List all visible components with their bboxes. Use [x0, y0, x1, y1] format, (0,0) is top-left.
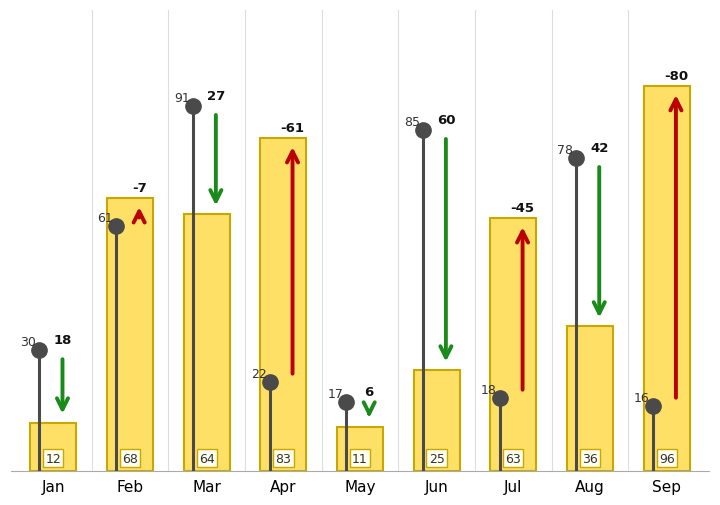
Text: -7: -7 — [132, 182, 147, 195]
Text: 63: 63 — [505, 451, 521, 465]
Text: 96: 96 — [659, 451, 675, 465]
Text: 30: 30 — [21, 336, 37, 349]
Text: 36: 36 — [582, 451, 598, 465]
Bar — [30, 423, 76, 471]
Bar — [490, 219, 536, 471]
Text: -45: -45 — [510, 202, 534, 215]
Text: 25: 25 — [428, 451, 445, 465]
Text: 11: 11 — [352, 451, 368, 465]
Text: 18: 18 — [53, 334, 72, 347]
Bar — [414, 371, 459, 471]
Text: 17: 17 — [328, 388, 343, 400]
Text: 18: 18 — [481, 384, 497, 397]
Text: 42: 42 — [590, 142, 608, 155]
Text: 68: 68 — [122, 451, 138, 465]
Bar — [184, 215, 230, 471]
Text: 61: 61 — [97, 212, 113, 225]
Text: 60: 60 — [436, 114, 455, 127]
Text: 83: 83 — [275, 451, 292, 465]
Text: 78: 78 — [557, 144, 573, 157]
Text: -61: -61 — [281, 122, 305, 135]
Bar — [261, 139, 306, 471]
Text: 64: 64 — [199, 451, 215, 465]
Text: 16: 16 — [634, 392, 650, 405]
Text: 6: 6 — [364, 386, 374, 398]
Text: -80: -80 — [664, 70, 688, 83]
Text: 12: 12 — [45, 451, 61, 465]
Bar — [107, 199, 153, 471]
Text: 22: 22 — [251, 368, 266, 381]
Text: 91: 91 — [174, 92, 190, 105]
Bar — [567, 327, 613, 471]
Text: 85: 85 — [404, 116, 420, 129]
Bar — [644, 87, 690, 471]
Text: 27: 27 — [207, 90, 225, 103]
Bar — [337, 427, 383, 471]
